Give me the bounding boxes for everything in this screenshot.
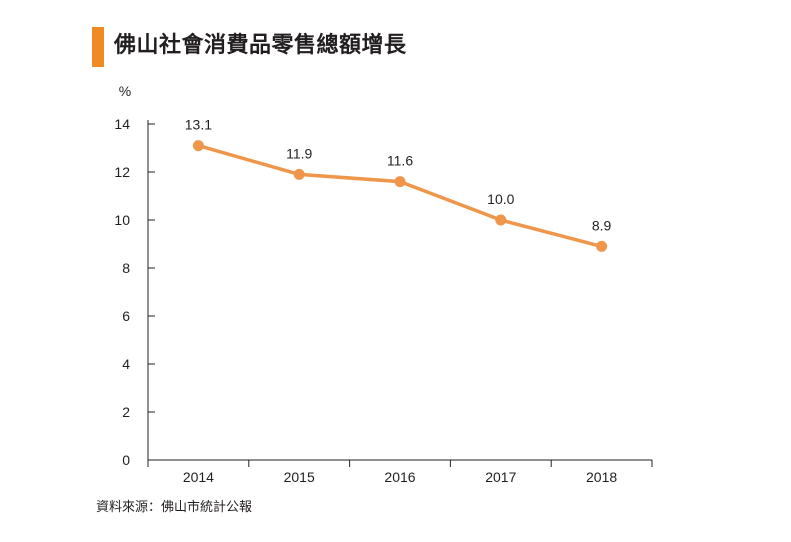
x-tick-label: 2016: [384, 469, 415, 485]
y-tick-label: 6: [122, 308, 130, 324]
y-tick-label: 4: [122, 356, 130, 372]
x-tick-label: 2014: [183, 469, 214, 485]
y-tick-label: 14: [114, 116, 130, 132]
data-point: [596, 240, 608, 252]
y-tick-label: 10: [114, 212, 130, 228]
data-label: 10.0: [487, 191, 514, 207]
data-label: 8.9: [592, 217, 612, 233]
source-note: 資料來源：佛山市統計公報: [96, 500, 253, 515]
y-tick-label: 8: [122, 260, 130, 276]
data-point: [293, 168, 305, 180]
y-axis-unit-label: %: [119, 83, 131, 99]
y-tick-label: 0: [122, 452, 130, 468]
x-tick-label: 2015: [284, 469, 315, 485]
data-point: [495, 214, 507, 226]
data-point: [192, 140, 204, 152]
y-tick-label: 2: [122, 404, 130, 420]
y-tick-label: 12: [114, 164, 130, 180]
data-label: 11.6: [387, 153, 413, 169]
x-tick-label: 2017: [485, 469, 516, 485]
data-point: [394, 176, 406, 188]
chart-series: [192, 140, 608, 252]
x-tick-label: 2018: [586, 469, 617, 485]
chart-title: 佛山社會消費品零售總額增長: [114, 33, 407, 58]
data-label: 11.9: [286, 145, 312, 161]
title-accent-bar: [92, 27, 104, 67]
chart-data-labels: 13.1 11.9 11.6 10.0 8.9: [185, 117, 612, 234]
chart-axes: % 0 2 4 6 8 10 12 14 2014 2015 2016 2017 2018: [114, 83, 653, 485]
data-label: 13.1: [185, 117, 212, 133]
